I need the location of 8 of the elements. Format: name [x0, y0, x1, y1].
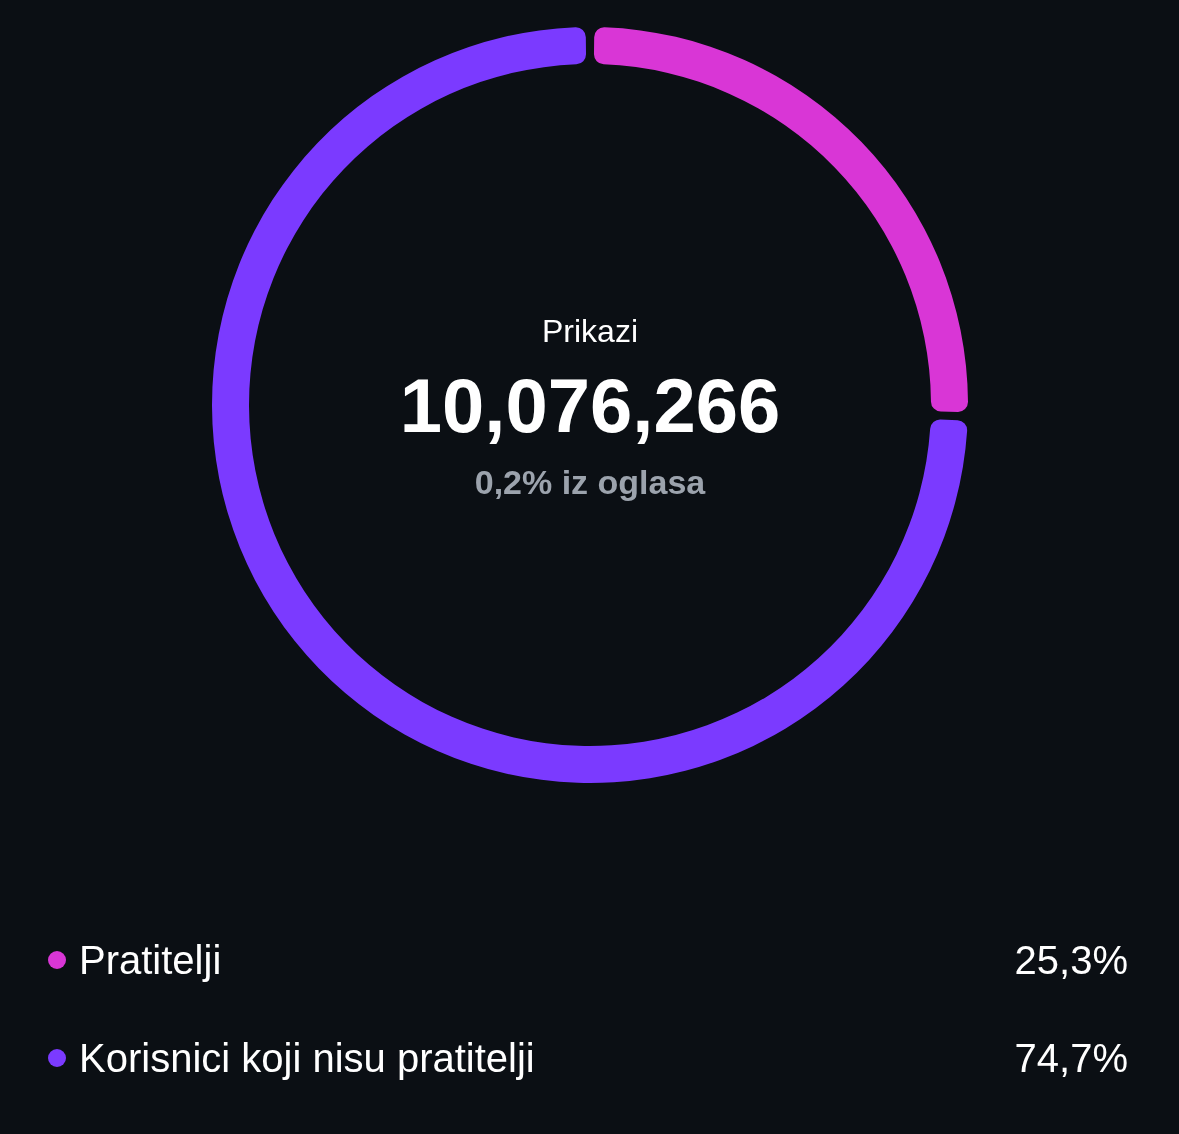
donut-slice	[212, 27, 968, 783]
text: Prikazi	[541, 313, 639, 349]
data-label: 25,3%	[1014, 937, 1128, 984]
legend-label: Pratitelji	[79, 937, 222, 984]
text: 10,076,266	[399, 363, 781, 448]
legend-label: Korisnici koji nisu pratitelji	[79, 1035, 535, 1082]
text: 0,2% iz oglasa	[474, 463, 707, 501]
data-label: 74,7%	[1014, 1035, 1128, 1082]
